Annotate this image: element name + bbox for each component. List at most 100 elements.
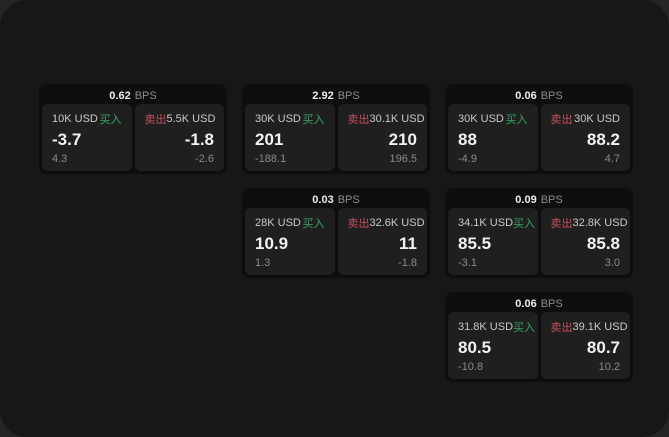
sell-tag: 卖出 [550,322,573,334]
buy-price: 88 [458,129,477,149]
buy-delta: -3.1 [458,257,477,269]
sell-amount: 39.1K USD [572,321,628,333]
bps-unit: BPS [540,193,563,206]
card-header: 0.03 BPS [245,191,427,208]
buy-price: 85.5 [458,233,492,253]
sell-price: 210 [388,129,417,149]
quote-card-1: 0.62 BPS 10K USD 买入 -3.7 4.3 卖出 5.5K USD [39,84,227,174]
bps-unit: BPS [337,193,360,206]
sell-amount: 30K USD [574,113,620,125]
card-header: 0.62 BPS [42,87,224,104]
sell-panel[interactable]: 卖出 30K USD 88.2 4.7 [540,104,630,171]
buy-amount: 10K USD [52,113,98,125]
sell-panel-top: 卖出 30.1K USD [347,111,425,127]
quote-card-4: 0.03 BPS 28K USD 买入 10.9 1.3 卖出 32.6K US… [242,188,430,278]
sell-tag: 卖出 [347,114,370,126]
buy-tag: 买入 [513,322,536,334]
quote-card-3: 0.06 BPS 30K USD 买入 88 -4.9 卖出 30K USD [445,84,633,174]
sell-delta: 4.7 [604,153,620,165]
buy-tag: 买入 [302,114,325,126]
bps-unit: BPS [337,89,360,102]
buy-panel-top: 34.1K USD 买入 [458,215,535,231]
buy-panel[interactable]: 28K USD 买入 10.9 1.3 [245,208,335,275]
bps-value: 0.62 [109,89,131,102]
buy-panel[interactable]: 10K USD 买入 -3.7 4.3 [42,104,132,171]
card-header: 0.06 BPS [448,87,630,104]
buy-amount: 31.8K USD [458,321,514,333]
bps-value: 0.06 [515,297,537,310]
buy-panel[interactable]: 31.8K USD 买入 80.5 -10.8 [448,312,538,379]
sell-panel[interactable]: 卖出 5.5K USD -1.8 -2.6 [134,104,224,171]
card-header: 0.06 BPS [448,295,630,312]
buy-tag: 买入 [513,218,536,230]
buy-tag: 买入 [302,218,325,230]
buy-panel-top: 31.8K USD 买入 [458,319,535,335]
bps-unit: BPS [540,297,563,310]
card-body: 10K USD 买入 -3.7 4.3 卖出 5.5K USD -1.8 -2.… [42,104,224,171]
buy-amount: 34.1K USD [458,217,514,229]
card-header: 2.92 BPS [245,87,427,104]
bps-unit: BPS [540,89,563,102]
buy-price: 80.5 [458,337,492,357]
buy-panel-top: 10K USD 买入 [52,111,122,127]
buy-amount: 30K USD [458,113,504,125]
sell-panel-top: 卖出 39.1K USD [550,319,628,335]
buy-panel[interactable]: 34.1K USD 买入 85.5 -3.1 [448,208,538,275]
card-body: 34.1K USD 买入 85.5 -3.1 卖出 32.8K USD 85.8… [448,208,630,275]
bps-value: 2.92 [312,89,334,102]
sell-price: -1.8 [184,129,214,149]
sell-delta: -2.6 [195,153,214,165]
sell-tag: 卖出 [144,114,167,126]
bps-value: 0.06 [515,89,537,102]
sell-delta: 10.2 [598,361,620,373]
buy-delta: 4.3 [52,153,68,165]
buy-amount: 30K USD [255,113,301,125]
buy-delta: -188.1 [255,153,287,165]
buy-amount: 28K USD [255,217,301,229]
sell-tag: 卖出 [550,114,573,126]
sell-amount: 30.1K USD [369,113,425,125]
quote-card-2: 2.92 BPS 30K USD 买入 201 -188.1 卖出 30.1K … [242,84,430,174]
bps-value: 0.09 [515,193,537,206]
quote-card-6: 0.06 BPS 31.8K USD 买入 80.5 -10.8 卖出 39.1… [445,292,633,382]
buy-price: 201 [255,129,284,149]
card-header: 0.09 BPS [448,191,630,208]
card-body: 30K USD 买入 201 -188.1 卖出 30.1K USD 210 1… [245,104,427,171]
card-body: 30K USD 买入 88 -4.9 卖出 30K USD 88.2 4.7 [448,104,630,171]
buy-price: -3.7 [52,129,82,149]
sell-amount: 5.5K USD [166,113,216,125]
buy-tag: 买入 [505,114,528,126]
sell-price: 11 [399,233,417,253]
sell-delta: -1.8 [398,257,417,269]
sell-panel[interactable]: 卖出 30.1K USD 210 196.5 [337,104,427,171]
sell-tag: 卖出 [347,218,370,230]
buy-delta: 1.3 [255,257,271,269]
sell-panel-top: 卖出 30K USD [551,111,621,127]
card-body: 31.8K USD 买入 80.5 -10.8 卖出 39.1K USD 80.… [448,312,630,379]
sell-tag: 卖出 [550,218,573,230]
buy-delta: -10.8 [458,361,484,373]
buy-panel-top: 30K USD 买入 [458,111,528,127]
quote-cards-grid: 0.62 BPS 10K USD 买入 -3.7 4.3 卖出 5.5K USD [39,84,633,382]
buy-delta: -4.9 [458,153,477,165]
card-body: 28K USD 买入 10.9 1.3 卖出 32.6K USD 11 -1.8 [245,208,427,275]
sell-amount: 32.6K USD [369,217,425,229]
sell-panel[interactable]: 卖出 32.8K USD 85.8 3.0 [540,208,630,275]
sell-delta: 196.5 [389,153,417,165]
buy-price: 10.9 [255,233,289,253]
sell-delta: 3.0 [604,257,620,269]
bps-value: 0.03 [312,193,334,206]
sell-panel[interactable]: 卖出 39.1K USD 80.7 10.2 [540,312,630,379]
buy-panel-top: 30K USD 买入 [255,111,325,127]
sell-panel-top: 卖出 32.8K USD [550,215,628,231]
sell-panel-top: 卖出 32.6K USD [347,215,425,231]
sell-panel[interactable]: 卖出 32.6K USD 11 -1.8 [337,208,427,275]
buy-tag: 买入 [99,114,122,126]
quote-card-5: 0.09 BPS 34.1K USD 买入 85.5 -3.1 卖出 32.8K… [445,188,633,278]
buy-panel[interactable]: 30K USD 买入 201 -188.1 [245,104,335,171]
buy-panel-top: 28K USD 买入 [255,215,325,231]
sell-price: 80.7 [586,337,620,357]
buy-panel[interactable]: 30K USD 买入 88 -4.9 [448,104,538,171]
sell-price: 88.2 [586,129,620,149]
